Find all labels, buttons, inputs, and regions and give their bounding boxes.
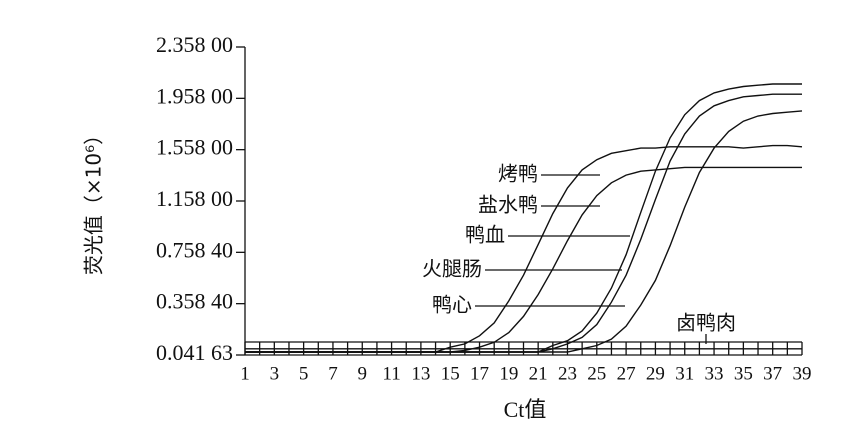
series-label: 盐水鸭: [478, 193, 538, 217]
y-tick-label: 0.758 40: [156, 237, 233, 262]
x-tick-label: 29: [646, 363, 665, 384]
y-tick-label: 1.158 00: [156, 186, 233, 211]
x-tick-label: 11: [382, 363, 400, 384]
x-tick-label: 7: [328, 363, 338, 384]
y-tick-label: 1.558 00: [156, 135, 233, 160]
x-tick-label: 15: [441, 363, 460, 384]
x-tick-label: 35: [734, 363, 753, 384]
x-tick-label: 37: [763, 363, 782, 384]
series-line: [245, 110, 803, 353]
y-tick-label: 0.041 63: [156, 340, 233, 365]
x-tick-label: 27: [617, 363, 636, 384]
x-tick-label: 5: [299, 363, 309, 384]
y-axis-label: 荧光值（×10⁶）: [82, 125, 106, 275]
x-tick-label: 33: [705, 363, 724, 384]
x-tick-label: 19: [499, 363, 518, 384]
y-tick-label: 2.358 00: [156, 32, 233, 57]
y-tick-label: 0.358 40: [156, 289, 233, 314]
series-label: 鸭心: [432, 293, 472, 317]
x-axis-label: Ct值: [504, 397, 547, 422]
series-label: 烤鸭: [498, 162, 538, 186]
x-tick-label: 31: [675, 363, 694, 384]
x-tick-label: 23: [558, 363, 577, 384]
x-tick-label: 17: [470, 363, 489, 384]
x-tick-label: 1: [240, 363, 250, 384]
x-tick-label: 21: [529, 363, 548, 384]
series-label: 卤鸭肉: [676, 311, 736, 335]
series-label: 鸭血: [465, 223, 505, 247]
x-tick-label: 3: [270, 363, 280, 384]
y-tick-label: 1.958 00: [156, 83, 233, 108]
x-tick-label: 39: [793, 363, 812, 384]
series-label: 火腿肠: [422, 257, 482, 281]
x-tick-label: 9: [358, 363, 368, 384]
x-tick-label: 25: [587, 363, 606, 384]
x-tick-label: 13: [411, 363, 430, 384]
